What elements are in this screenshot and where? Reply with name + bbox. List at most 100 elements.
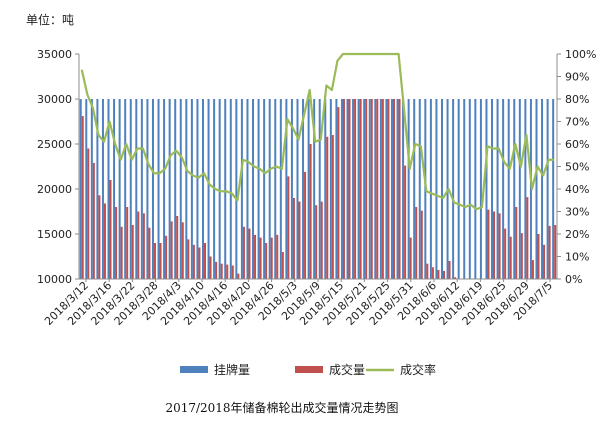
- bar-listed: [79, 99, 82, 279]
- bar-traded: [515, 207, 518, 279]
- bar-traded: [142, 213, 145, 279]
- bar-traded: [409, 237, 412, 279]
- bar-listed: [474, 99, 477, 279]
- bar-listed: [513, 99, 516, 279]
- bar-traded: [359, 99, 362, 279]
- bar-listed: [85, 99, 88, 279]
- bar-listed: [274, 99, 277, 279]
- bar-traded: [176, 216, 179, 279]
- bar-listed: [202, 99, 204, 279]
- right-tick-label: 0%: [565, 273, 582, 286]
- right-tick-label: 10%: [565, 251, 589, 264]
- bar-listed: [435, 99, 438, 279]
- bar-listed: [324, 99, 327, 279]
- legend-swatch-listed: [180, 366, 208, 373]
- left-tick-label: 10000: [37, 273, 72, 286]
- bar-listed: [329, 99, 332, 279]
- right-tick-label: 90%: [565, 71, 589, 84]
- bar-listed: [479, 99, 482, 279]
- tick-label-layer: 10000 15000 20000 25000 30000 35000 0% 10% 20% 30…: [37, 48, 596, 328]
- bar-traded: [415, 207, 418, 279]
- bar-listed: [229, 99, 232, 279]
- bar-listed: [90, 99, 93, 279]
- bar-listed: [196, 99, 199, 279]
- bar-traded: [126, 207, 129, 279]
- bar-traded: [131, 225, 134, 279]
- bar-traded: [120, 226, 123, 279]
- bar-listed: [413, 99, 416, 279]
- bar-listed: [129, 99, 132, 279]
- bar-traded: [376, 99, 379, 279]
- bar-listed: [190, 99, 193, 279]
- bar-traded: [103, 203, 106, 279]
- right-tick-label: 100%: [565, 48, 596, 61]
- bar-listed: [235, 99, 238, 279]
- bar-traded: [153, 243, 156, 279]
- bar-listed: [257, 99, 260, 279]
- bar-listed: [335, 99, 338, 279]
- legend-swatch-traded: [295, 366, 323, 373]
- bar-traded: [187, 239, 190, 279]
- bar-traded: [148, 227, 151, 279]
- bar-traded: [520, 233, 523, 279]
- bar-listed: [524, 99, 527, 279]
- bar-listed: [418, 99, 421, 279]
- bar-listed: [218, 99, 221, 279]
- bar-listed: [313, 99, 316, 279]
- bar-traded: [543, 244, 546, 279]
- bar-traded: [526, 197, 529, 279]
- bar-listed: [151, 99, 154, 279]
- bar-listed: [140, 99, 143, 279]
- bar-listed: [101, 99, 104, 279]
- bar-listed: [385, 99, 388, 279]
- bar-listed: [268, 99, 271, 279]
- bar-listed: [502, 99, 505, 279]
- bar-traded: [165, 235, 168, 279]
- bar-traded: [548, 225, 551, 279]
- bar-traded: [254, 234, 257, 279]
- bar-traded: [98, 195, 101, 279]
- bar-listed: [379, 99, 382, 279]
- axes-layer: [75, 53, 561, 282]
- bar-traded: [109, 180, 112, 279]
- series-line-rate: [80, 52, 555, 211]
- bar-listed: [263, 99, 266, 279]
- left-tick-label: 30000: [37, 93, 72, 106]
- bar-traded: [159, 243, 162, 279]
- bar-listed: [107, 99, 110, 279]
- left-tick-label: 20000: [37, 183, 72, 196]
- bar-listed: [135, 99, 138, 279]
- bar-traded: [404, 165, 407, 279]
- bar-traded: [354, 99, 357, 279]
- bar-listed: [485, 99, 488, 279]
- left-tick-label: 35000: [37, 48, 72, 61]
- bar-listed: [185, 99, 188, 279]
- bar-listed: [496, 99, 499, 279]
- bar-traded: [192, 244, 195, 279]
- bar-listed: [457, 99, 460, 279]
- bar-listed: [346, 99, 349, 279]
- bar-listed: [407, 99, 410, 279]
- bar-listed: [240, 99, 243, 279]
- bar-traded: [270, 237, 273, 279]
- bar-traded: [265, 243, 268, 279]
- bar-traded: [365, 99, 368, 279]
- bar-traded: [331, 135, 334, 279]
- bar-listed: [302, 99, 305, 279]
- bar-traded: [426, 263, 429, 279]
- bar-traded: [398, 99, 401, 279]
- bar-traded: [259, 237, 262, 279]
- bar-listed: [113, 99, 116, 279]
- bar-listed: [374, 99, 377, 279]
- bar-listed: [279, 99, 282, 279]
- bar-traded: [337, 107, 340, 279]
- bar-traded: [242, 226, 245, 279]
- bar-traded: [304, 171, 307, 279]
- bar-listed: [118, 99, 121, 279]
- bar-listed: [541, 99, 544, 279]
- line-layer: [80, 52, 555, 211]
- bar-listed: [246, 99, 249, 279]
- bar-traded: [281, 252, 284, 279]
- bar-traded: [342, 99, 345, 279]
